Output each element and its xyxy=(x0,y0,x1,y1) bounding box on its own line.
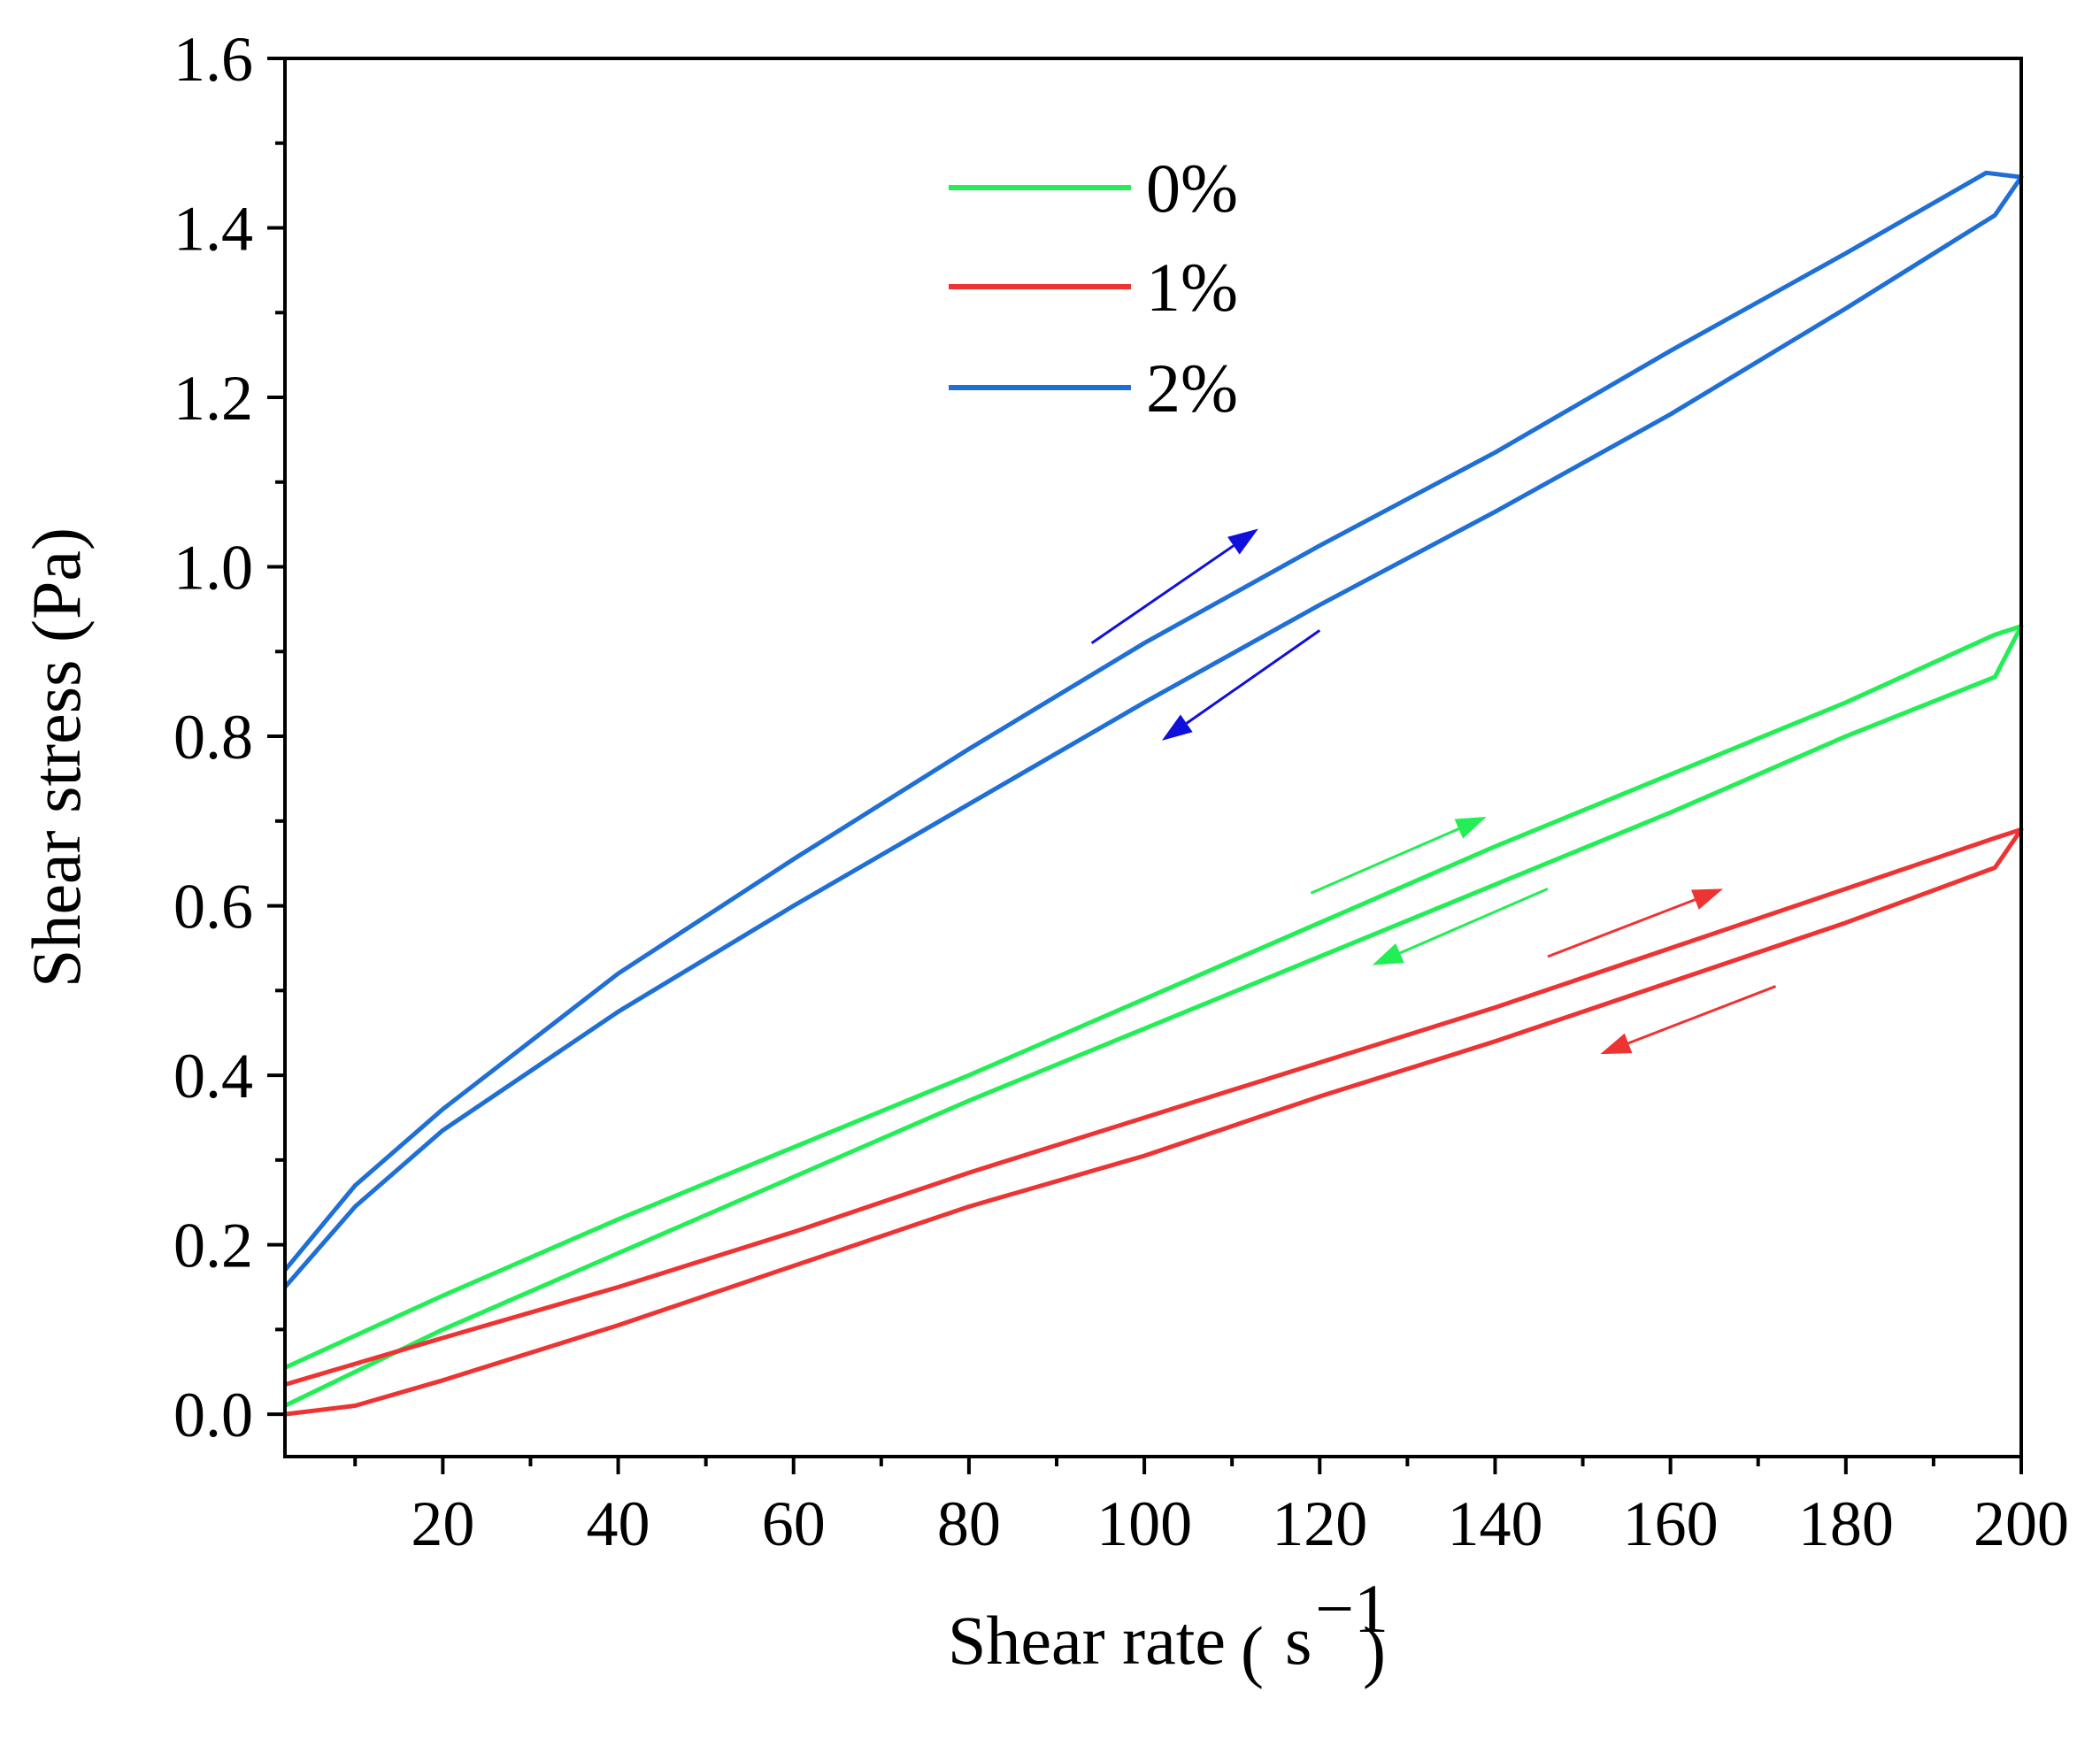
direction-arrow-2 xyxy=(1185,629,1321,725)
x-tick-label: 40 xyxy=(587,1488,650,1559)
direction-arrowhead-3 xyxy=(1454,817,1487,839)
y-tick-label: 1.6 xyxy=(173,24,253,95)
x-tick-label: 160 xyxy=(1623,1488,1719,1559)
direction-arrow-3 xyxy=(1310,827,1459,895)
series-line-0pct xyxy=(283,624,2024,1408)
x-axis-title-group: Shear rate( s −1) xyxy=(948,1570,1388,1689)
x-axis-open-paren: ( xyxy=(1241,1612,1264,1689)
direction-arrowhead-6 xyxy=(1600,1033,1633,1055)
x-tick-label: 140 xyxy=(1447,1488,1542,1559)
direction-arrow-5 xyxy=(1547,898,1696,958)
x-axis-title: Shear rate xyxy=(948,1602,1226,1679)
series-line-2pct xyxy=(283,170,2024,1289)
direction-arrowhead-2 xyxy=(1161,714,1193,741)
x-axis: 20 40 60 80 100 120 140 160 180 200 xyxy=(353,1457,2069,1559)
y-tick-label: 0.6 xyxy=(173,872,253,942)
x-tick-label: 60 xyxy=(762,1488,826,1559)
series-line-1pct xyxy=(284,827,2024,1417)
direction-arrows xyxy=(1090,528,1777,1055)
y-tick-label: 0.2 xyxy=(173,1211,253,1281)
y-tick-label: 0.0 xyxy=(173,1380,253,1450)
y-tick-label: 1.2 xyxy=(173,363,253,434)
direction-arrow-6 xyxy=(1627,985,1777,1045)
direction-arrowhead-5 xyxy=(1691,888,1724,910)
x-tick-label: 120 xyxy=(1272,1488,1367,1559)
y-tick-label: 0.8 xyxy=(173,702,253,773)
legend: 0% 1% 2% xyxy=(949,150,1238,427)
direction-arrow-4 xyxy=(1399,888,1549,955)
direction-arrowhead-4 xyxy=(1372,943,1404,965)
y-axis: 0.0 0.2 0.4 0.6 0.8 1.0 1.2 1.4 1.6 xyxy=(173,24,285,1450)
x-tick-label: 100 xyxy=(1096,1488,1192,1559)
x-tick-label: 20 xyxy=(411,1488,474,1559)
y-tick-label: 0.4 xyxy=(173,1041,253,1111)
x-tick-label: 180 xyxy=(1798,1488,1894,1559)
x-tick-label: 200 xyxy=(1973,1488,2069,1559)
y-axis-title: Shear stress (Pa) xyxy=(18,527,95,988)
legend-label: 1% xyxy=(1146,249,1238,326)
direction-arrowhead-1 xyxy=(1227,528,1258,555)
legend-label: 2% xyxy=(1146,350,1238,427)
y-tick-label: 1.4 xyxy=(173,194,253,265)
direction-arrow-1 xyxy=(1090,544,1235,644)
plot-frame xyxy=(283,57,2023,1458)
legend-label: 0% xyxy=(1146,150,1238,227)
x-axis-unit: s xyxy=(1285,1602,1312,1679)
x-axis-close-paren: ) xyxy=(1363,1612,1386,1689)
y-tick-label: 1.0 xyxy=(173,533,253,604)
x-tick-label: 80 xyxy=(937,1488,1001,1559)
x-axis-unit-exponent: −1 xyxy=(1315,1570,1388,1647)
